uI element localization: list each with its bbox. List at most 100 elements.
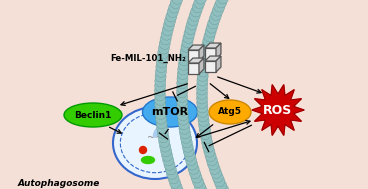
Circle shape [200,48,211,59]
Circle shape [177,105,188,116]
Circle shape [155,104,166,115]
Polygon shape [205,56,221,61]
Circle shape [139,146,146,153]
Circle shape [177,101,188,112]
Circle shape [178,114,189,125]
Circle shape [172,0,183,4]
Circle shape [178,59,189,70]
Polygon shape [188,58,204,63]
Circle shape [201,133,212,144]
Circle shape [209,14,220,25]
Circle shape [195,0,206,4]
Circle shape [155,99,166,110]
Circle shape [177,91,188,102]
Circle shape [155,85,166,96]
Polygon shape [205,61,216,72]
Circle shape [203,142,214,153]
Circle shape [155,76,166,87]
Ellipse shape [142,156,155,163]
Circle shape [197,88,208,99]
Circle shape [197,80,208,91]
Circle shape [181,137,192,148]
Circle shape [202,137,213,148]
Text: Fe-MIL-101_NH₂: Fe-MIL-101_NH₂ [110,53,186,63]
Circle shape [208,159,219,170]
Polygon shape [188,50,199,61]
Circle shape [177,96,188,107]
Circle shape [179,123,190,134]
Circle shape [194,181,205,189]
Polygon shape [188,63,199,74]
Text: Atg5: Atg5 [218,108,242,116]
Text: ~~: ~~ [147,133,163,143]
Circle shape [178,119,190,130]
Circle shape [217,184,229,189]
Circle shape [158,43,169,54]
Circle shape [208,18,219,29]
Circle shape [157,122,168,134]
Circle shape [210,9,222,20]
Circle shape [185,23,196,34]
Circle shape [204,146,215,157]
Circle shape [197,75,208,86]
Circle shape [184,150,195,161]
Circle shape [173,186,184,189]
Ellipse shape [209,100,251,124]
Circle shape [217,0,229,4]
Circle shape [210,167,222,179]
Circle shape [164,159,175,170]
Circle shape [187,159,198,170]
Circle shape [183,146,194,157]
Circle shape [203,35,214,46]
Circle shape [191,6,202,17]
Polygon shape [199,45,204,61]
Circle shape [157,127,168,138]
Circle shape [219,188,230,189]
Circle shape [188,163,199,174]
Ellipse shape [113,107,197,179]
Circle shape [160,34,171,45]
Circle shape [167,168,178,179]
Polygon shape [216,43,221,59]
Circle shape [184,28,195,39]
Polygon shape [205,43,221,48]
Circle shape [181,41,192,52]
Circle shape [164,15,176,26]
Circle shape [185,155,197,166]
Circle shape [167,7,178,18]
Circle shape [204,31,215,42]
Circle shape [199,57,210,68]
Ellipse shape [64,103,122,127]
Circle shape [162,150,173,161]
Circle shape [216,180,227,189]
Circle shape [192,2,203,13]
Circle shape [177,110,188,121]
Circle shape [206,155,217,166]
Circle shape [166,11,177,22]
Circle shape [180,50,191,61]
Circle shape [197,84,208,95]
Circle shape [155,94,166,105]
Circle shape [200,129,211,140]
Circle shape [160,141,171,152]
Circle shape [156,118,167,129]
Circle shape [180,128,191,139]
Circle shape [191,172,202,183]
Circle shape [155,90,166,101]
Circle shape [156,62,167,73]
Circle shape [177,68,188,80]
Circle shape [161,29,172,40]
Circle shape [214,176,225,187]
Circle shape [177,82,188,93]
Circle shape [187,19,197,30]
Circle shape [177,87,188,98]
Circle shape [179,55,190,66]
Circle shape [156,113,167,124]
Circle shape [198,62,209,73]
Circle shape [198,66,209,77]
Circle shape [214,1,225,12]
Circle shape [158,132,169,143]
Circle shape [205,26,216,37]
Circle shape [209,163,220,174]
Text: Autophagosome: Autophagosome [18,178,100,187]
